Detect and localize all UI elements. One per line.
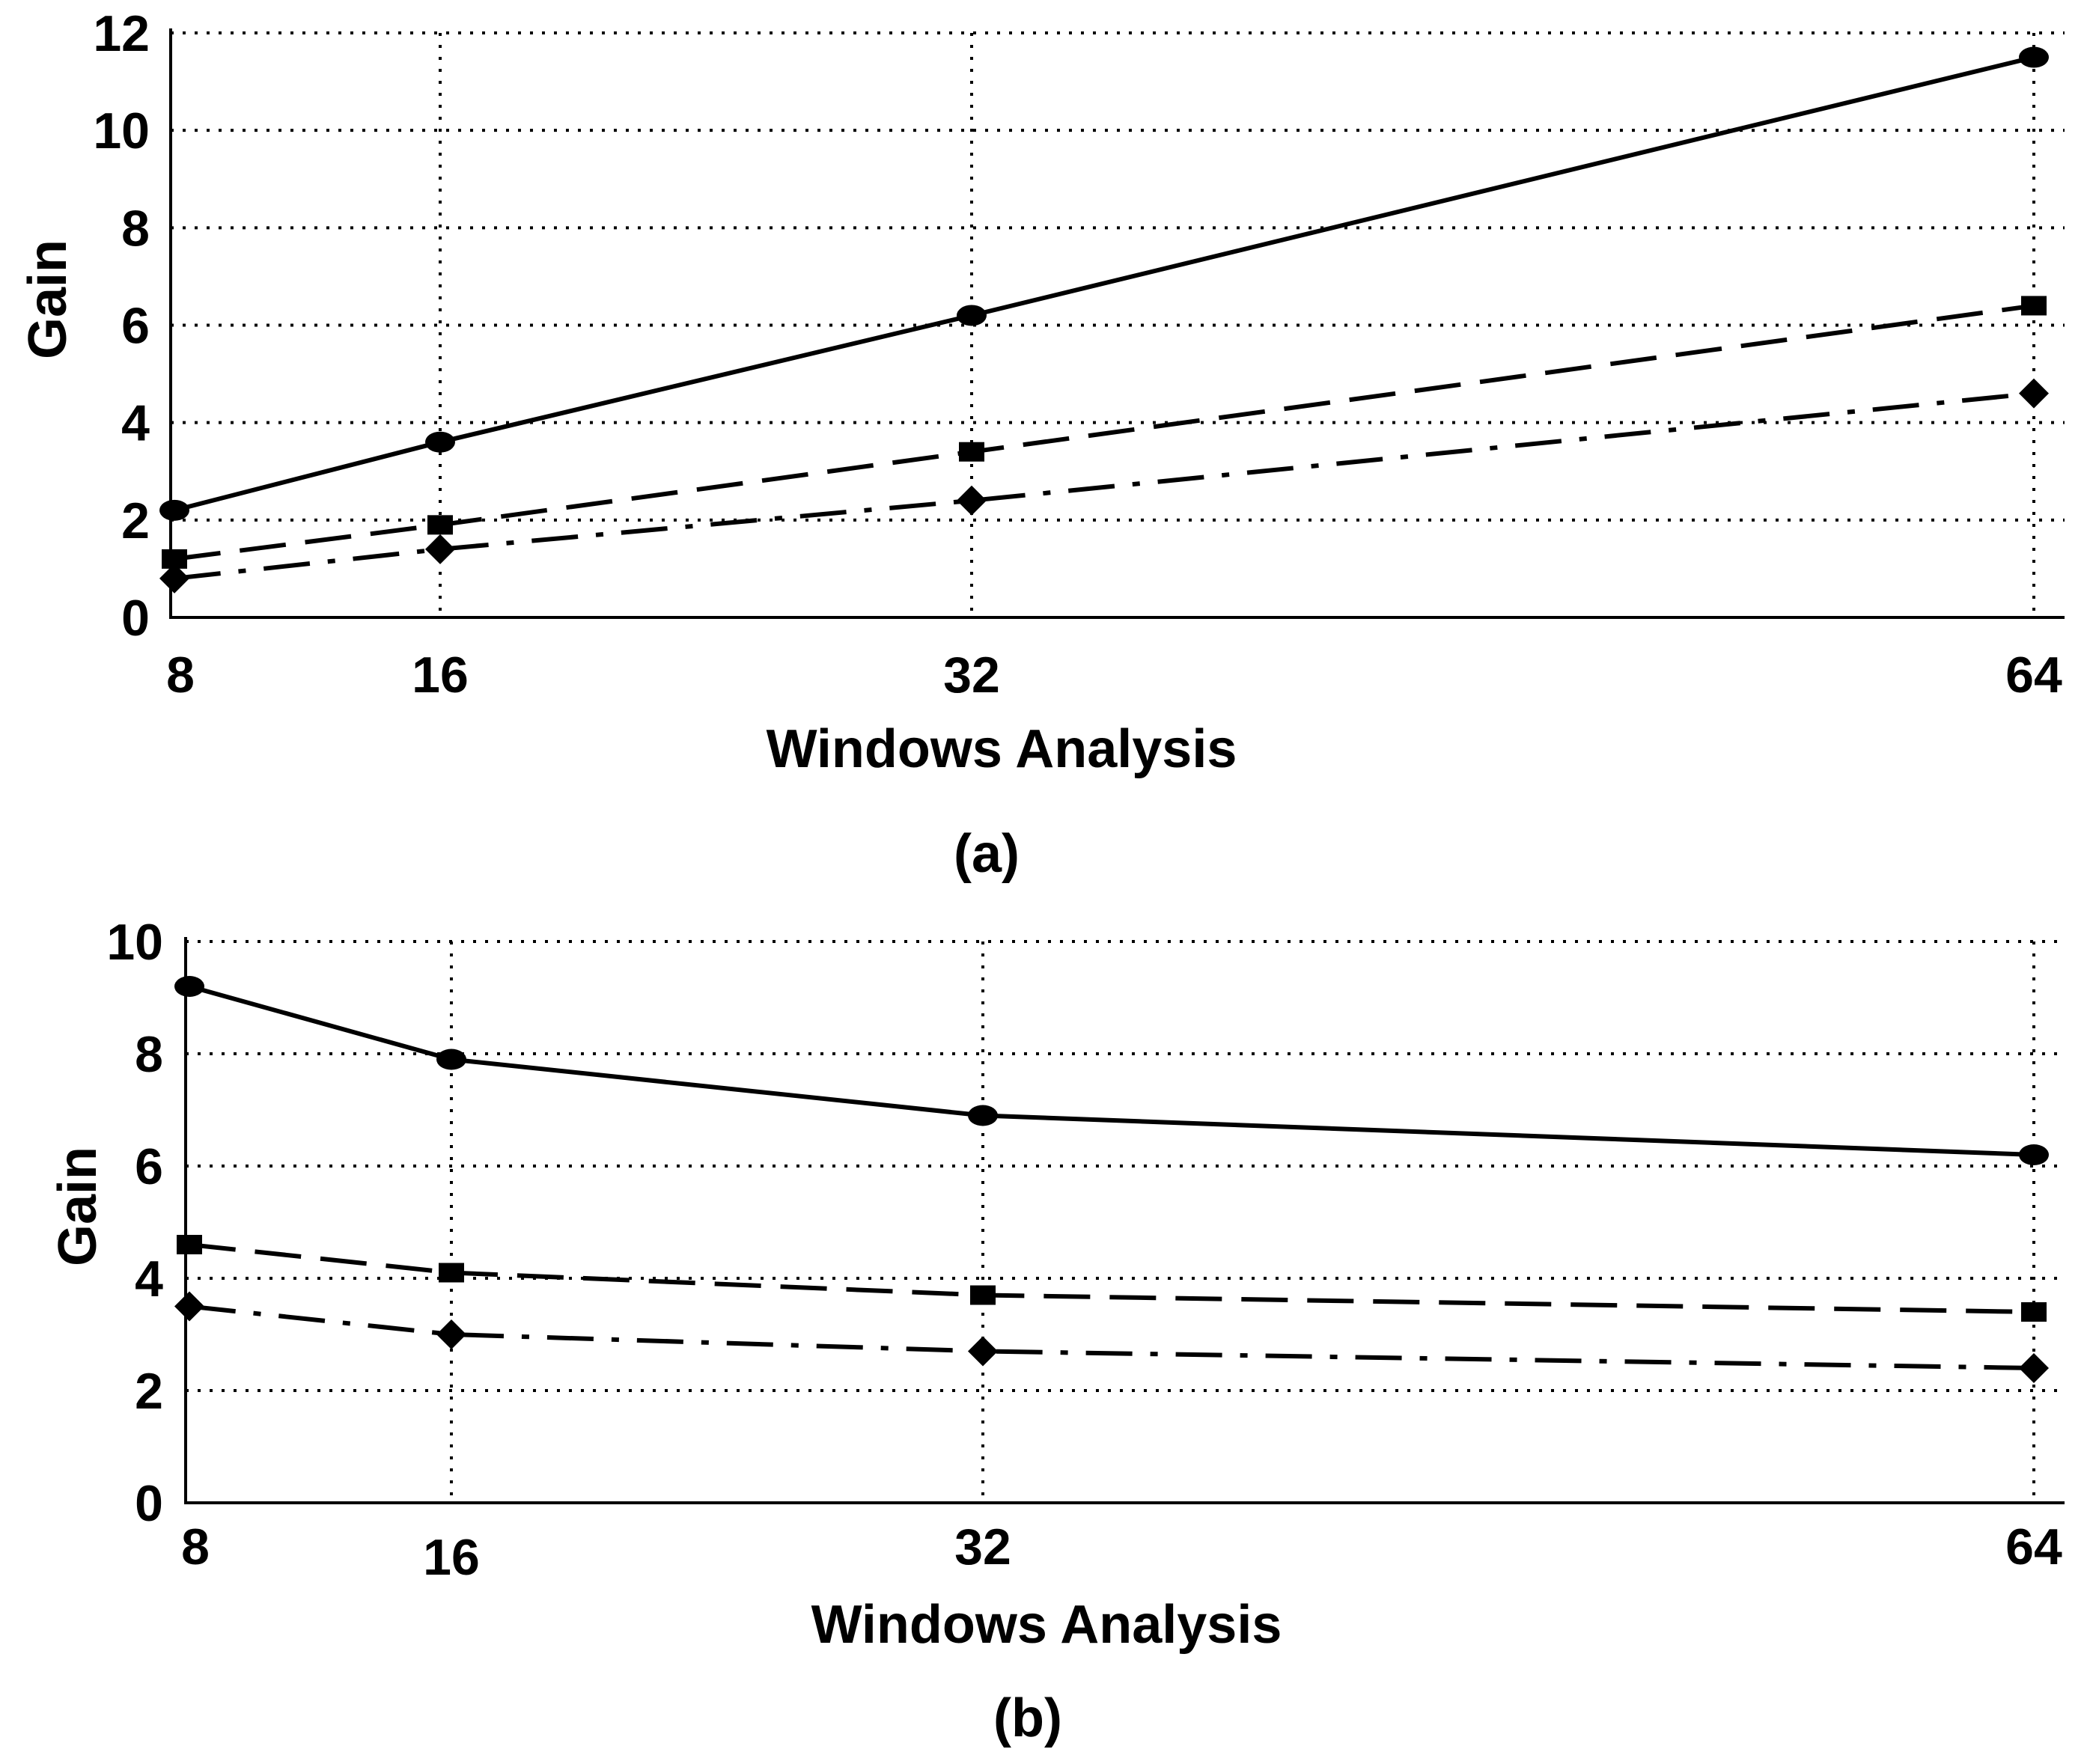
data-point-b-2-3 [2019, 1353, 2049, 1383]
data-point-a-2-0 [159, 563, 189, 593]
chart-panel-a: 0 2 4 6 8 10 12 8 16 32 64 Gain Windows Analysis (… [18, 5, 2065, 884]
y-tick-label-a-2: 4 [121, 395, 150, 452]
y-tick-label-a-5: 10 [93, 103, 150, 159]
panel-label-b: (b) [993, 1688, 1062, 1748]
y-tick-label-b-1: 2 [135, 1363, 163, 1420]
data-point-b-1-2 [970, 1285, 996, 1305]
data-point-b-1-0 [177, 1235, 202, 1254]
panel-label-a: (a) [954, 824, 1020, 884]
series-line-a-2 [174, 391, 2035, 581]
y-tick-label-b-3: 6 [135, 1138, 163, 1195]
series-a [159, 46, 2049, 593]
data-point-a-0-1 [425, 431, 455, 453]
data-point-b-2-0 [174, 1291, 204, 1322]
data-point-b-1-1 [439, 1263, 464, 1283]
ylabel-b: Gain [48, 1147, 108, 1266]
series-line-b-1 [189, 1242, 2035, 1314]
y-tick-label-a-4: 8 [121, 200, 150, 257]
chart-panel-b: 0 2 4 6 8 10 8 16 32 64 Gain Windows Analysis (b) [48, 914, 2065, 1748]
x-tick-label-b-2: 32 [954, 1519, 1011, 1575]
series-b [174, 976, 2049, 1383]
y-tick-label-b-0: 0 [135, 1475, 163, 1532]
x-tick-label-b-0: 8 [181, 1519, 210, 1575]
xlabel-a: Windows Analysis [767, 719, 1237, 779]
data-point-b-0-3 [2019, 1144, 2049, 1165]
y-tick-label-b-5: 10 [106, 914, 163, 971]
grid-a [171, 31, 2065, 617]
x-tick-label-a-3: 64 [2005, 647, 2062, 704]
y-tick-label-b-2: 4 [135, 1251, 163, 1307]
xlabel-b: Windows Analysis [811, 1595, 1282, 1655]
axes-a [169, 28, 2065, 619]
series-line-b-2 [189, 1304, 2035, 1370]
y-tick-label-a-1: 2 [121, 492, 150, 549]
data-point-a-0-3 [2019, 46, 2049, 68]
series-line-a-1 [174, 303, 2035, 561]
y-tick-label-b-4: 8 [135, 1026, 163, 1083]
y-tick-label-a-3: 6 [121, 298, 150, 355]
y-tick-label-a-0: 0 [121, 590, 150, 647]
x-tick-label-a-1: 16 [412, 647, 469, 704]
tick-labels-a: 0 2 4 6 8 10 12 8 16 32 64 [93, 5, 2062, 704]
data-point-a-1-2 [959, 442, 984, 462]
data-point-b-1-3 [2021, 1302, 2047, 1322]
series-line-a-0 [174, 55, 2035, 513]
ylabel-a: Gain [18, 239, 78, 359]
data-point-a-2-1 [425, 534, 455, 564]
data-point-b-0-1 [436, 1049, 466, 1070]
series-line-b-0 [189, 984, 2035, 1157]
data-point-b-0-2 [968, 1105, 998, 1126]
y-tick-label-a-6: 12 [93, 5, 150, 62]
axes-b [184, 937, 2065, 1504]
data-point-b-2-1 [436, 1319, 466, 1349]
tick-labels-b: 0 2 4 6 8 10 8 16 32 64 [106, 914, 2062, 1586]
data-point-a-0-2 [957, 305, 987, 326]
data-point-b-2-2 [968, 1336, 998, 1367]
x-tick-label-b-1: 16 [423, 1529, 480, 1586]
data-point-a-1-3 [2021, 296, 2047, 316]
data-point-a-1-1 [427, 515, 453, 535]
x-tick-label-a-2: 32 [943, 647, 1000, 704]
data-point-a-2-2 [957, 485, 987, 516]
grid-b [186, 940, 2065, 1503]
data-point-a-2-3 [2019, 378, 2049, 409]
data-point-a-0-0 [159, 499, 189, 521]
x-tick-label-b-3: 64 [2005, 1519, 2062, 1575]
data-point-b-0-0 [174, 976, 204, 997]
x-tick-label-a-0: 8 [166, 647, 195, 704]
